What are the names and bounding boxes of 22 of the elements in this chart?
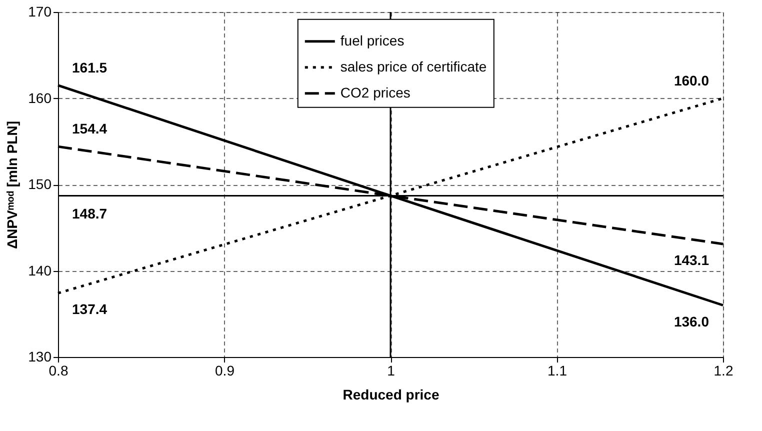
y-tick-label: 140 [28,262,52,278]
y-tick-label: 160 [28,90,52,106]
legend-label: sales price of certificate [340,58,487,74]
legend-label: fuel prices [340,32,404,48]
x-axis-title: Reduced price [342,386,440,402]
x-tick-label: 1 [387,362,396,378]
data-label: 136.0 [674,313,710,330]
x-tick-label: 0.8 [48,362,68,378]
x-tick-label: 1.2 [714,362,734,378]
x-tick-label: 0.9 [215,362,235,378]
data-label: 143.1 [674,252,710,268]
data-label: 160.0 [674,72,710,88]
y-tick-label: 150 [28,176,52,192]
y-tick-label: 170 [28,4,52,20]
data-label: 154.4 [72,120,108,137]
legend-label: CO2 prices [340,84,410,100]
ref-line-label: 148.7 [72,206,108,222]
data-label: 137.4 [72,301,108,318]
y-tick-label: 130 [28,348,52,364]
data-label: 161.5 [72,59,108,76]
x-tick-label: 1.1 [548,362,568,378]
y-axis-title: ΔNPVᵐᵒᵈ [mln PLN] [4,121,20,249]
